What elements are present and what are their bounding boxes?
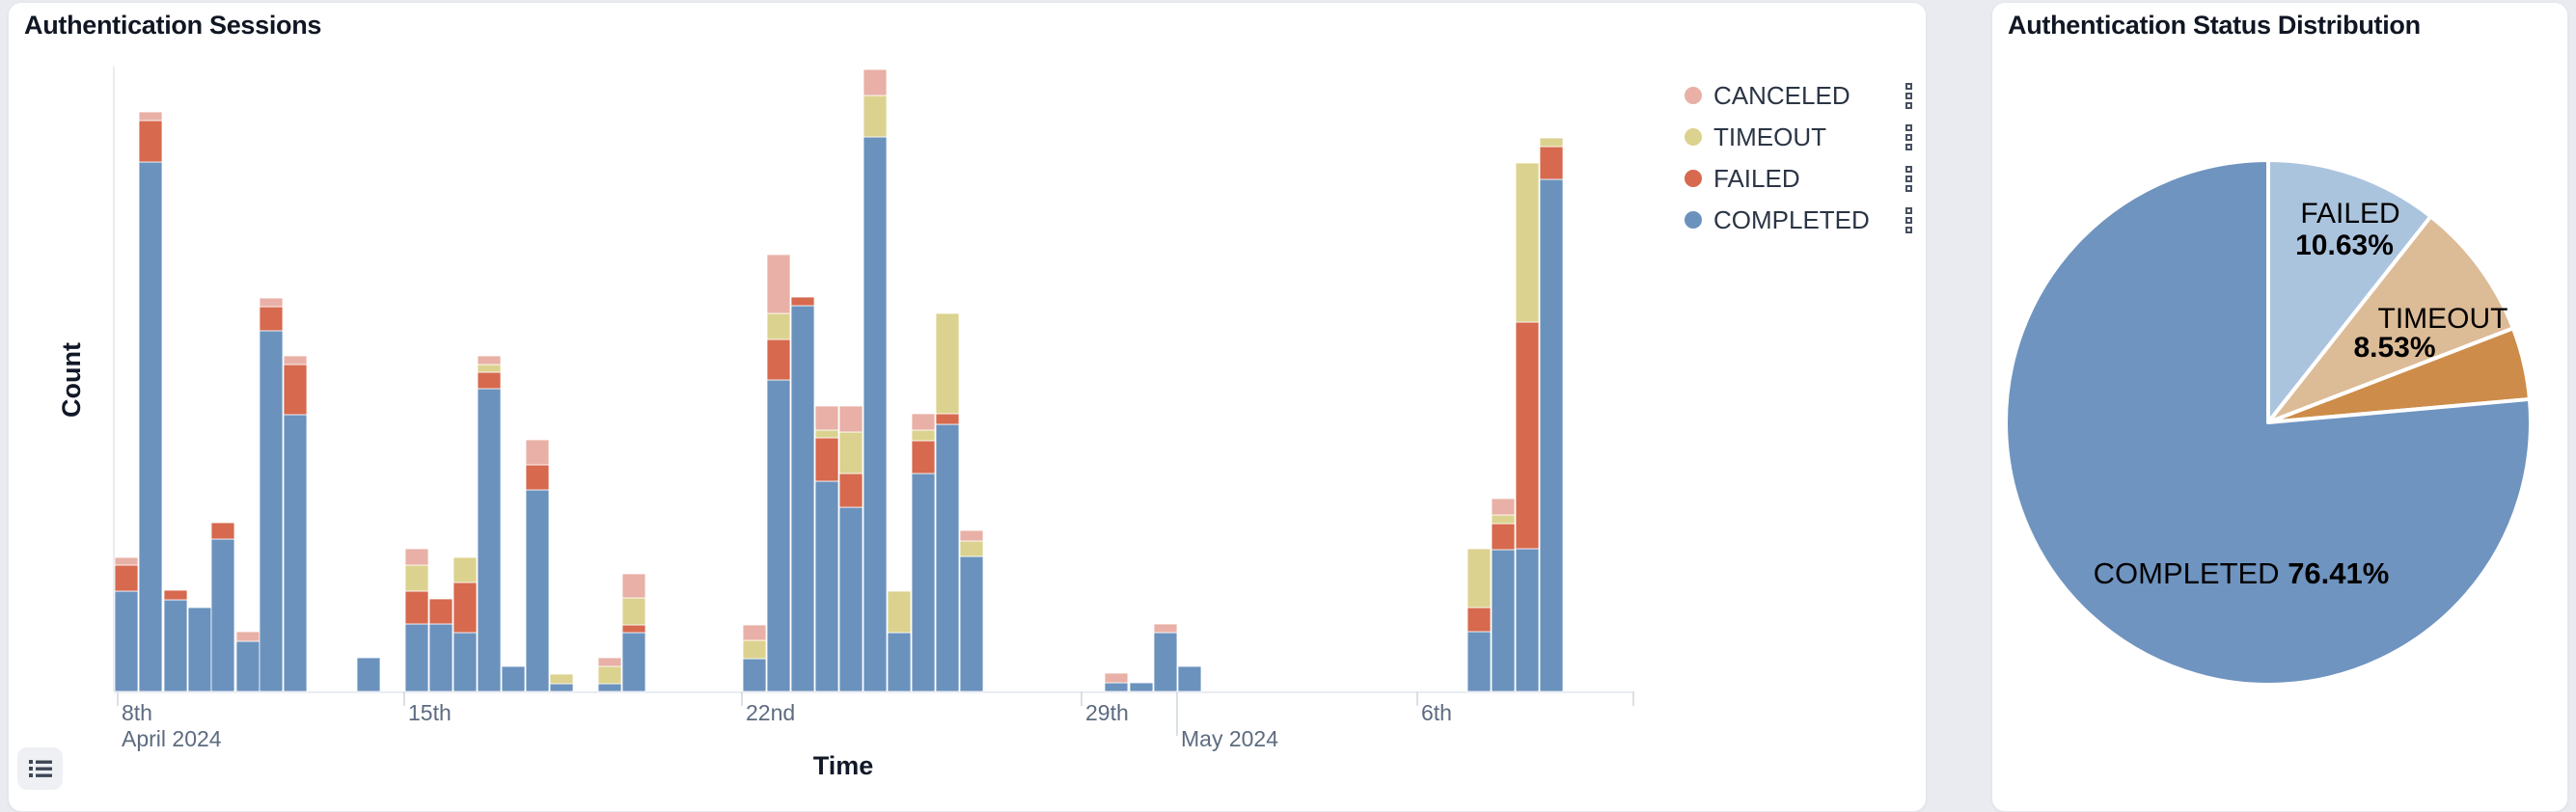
drag-handle-icon[interactable] <box>1904 81 1914 111</box>
list-view-button[interactable] <box>17 747 63 790</box>
sessions-card: Authentication Sessions 8th April 2024 15t… <box>8 2 1927 812</box>
svg-text:Time: Time <box>813 751 874 780</box>
legend-item-label: COMPLETED <box>1713 204 1870 234</box>
distribution-card: Authentication Status Distribution FAILE… <box>1991 2 2568 812</box>
chart-legend: CANCELED TIMEOUT FAILED COMPLETED <box>1685 80 1914 249</box>
svg-text:22nd: 22nd <box>746 700 795 725</box>
timeout-swatch-icon <box>1685 128 1702 146</box>
svg-text:6th: 6th <box>1421 700 1452 725</box>
completed-swatch-icon <box>1685 211 1702 229</box>
failed-swatch-icon <box>1685 170 1702 187</box>
svg-text:10.63%: 10.63% <box>2295 230 2394 261</box>
svg-text:15th: 15th <box>408 700 452 725</box>
svg-text:8.53%: 8.53% <box>2353 332 2435 364</box>
sessions-card-title: Authentication Sessions <box>24 11 322 40</box>
distribution-card-title: Authentication Status Distribution <box>2008 11 2421 40</box>
svg-text:COMPLETED 76.41%: COMPLETED 76.41% <box>2094 556 2390 590</box>
svg-text:29th: 29th <box>1085 700 1129 725</box>
svg-text:FAILED: FAILED <box>2300 198 2399 230</box>
svg-text:8th: 8th <box>122 700 152 725</box>
svg-text:April 2024: April 2024 <box>122 726 222 751</box>
legend-item-failed[interactable]: FAILED <box>1685 163 1914 194</box>
canceled-swatch-icon <box>1685 87 1702 104</box>
legend-item-label: CANCELED <box>1713 80 1850 110</box>
drag-handle-icon[interactable] <box>1904 122 1914 152</box>
legend-item-timeout[interactable]: TIMEOUT <box>1685 122 1914 152</box>
svg-text:May 2024: May 2024 <box>1181 726 1278 751</box>
svg-text:Count: Count <box>57 342 86 418</box>
legend-item-canceled[interactable]: CANCELED <box>1685 80 1914 111</box>
drag-handle-icon[interactable] <box>1904 164 1914 194</box>
legend-item-label: FAILED <box>1713 163 1800 193</box>
drag-handle-icon[interactable] <box>1904 205 1914 235</box>
list-icon <box>28 760 52 777</box>
legend-item-label: TIMEOUT <box>1713 122 1826 151</box>
svg-text:TIMEOUT: TIMEOUT <box>2378 303 2508 335</box>
legend-item-completed[interactable]: COMPLETED <box>1685 204 1914 235</box>
